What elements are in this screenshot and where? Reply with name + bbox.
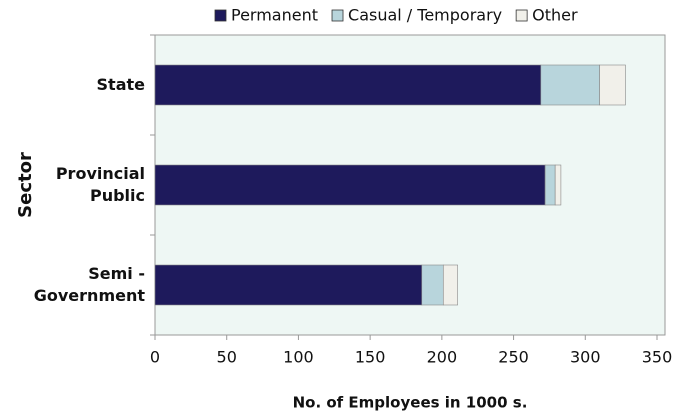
x-axis-title: No. of Employees in 1000 s. [293,394,528,412]
bar-segment [154,164,546,206]
legend-swatch [214,9,227,22]
bar-segment [154,264,423,306]
x-tick-label: 350 [642,348,673,367]
bar-segment [599,64,626,106]
bar-segment [554,164,562,206]
y-tick-label-line: Semi - [88,264,145,283]
bar-segment [540,64,600,106]
y-tick-label-line: Public [90,186,145,205]
bar-segment [421,264,444,306]
legend-label: Other [532,6,578,25]
y-tick-label: Semi - Government [34,264,146,305]
legend-swatch [331,9,344,22]
x-tick-label: 300 [570,348,601,367]
x-tick-label: 50 [217,348,237,367]
legend-label: Casual / Temporary [348,6,502,25]
y-tick-label: State [97,75,146,94]
legend-swatch [515,9,528,22]
x-tick-label: 0 [150,348,160,367]
y-axis-title: Sector [15,152,36,218]
x-tick-label: 150 [355,348,386,367]
y-tick-label-line: Provincial [56,164,145,183]
legend: Permanent Casual / Temporary Other [214,6,578,25]
bar-segment [154,64,542,106]
legend-label: Permanent [231,6,318,25]
x-tick-label: 250 [498,348,529,367]
y-tick-label-line: State [97,75,146,94]
x-tick-label: 100 [283,348,314,367]
bar-segment [442,264,458,306]
y-tick-label: Provincial Public [56,164,145,205]
bar-segment [544,164,556,206]
x-tick-label: 200 [427,348,458,367]
y-tick-label-line: Government [34,286,146,305]
